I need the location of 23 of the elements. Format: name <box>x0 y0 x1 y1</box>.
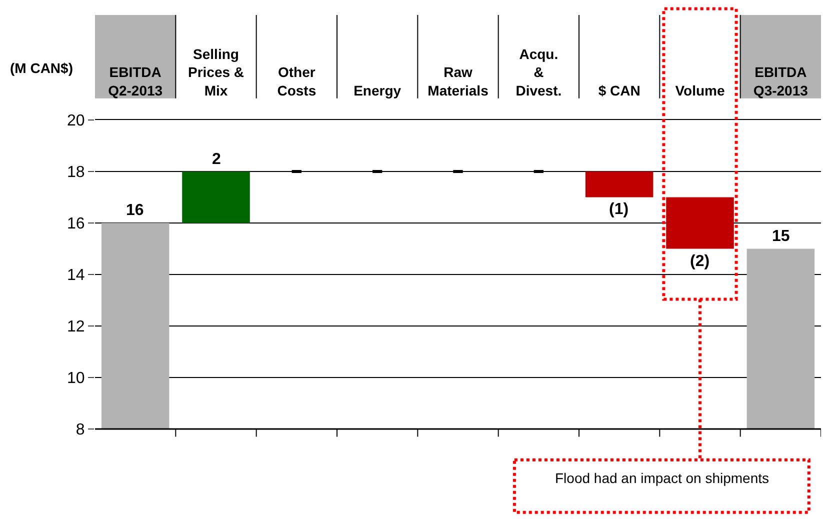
y-tick-label: 16 <box>67 216 85 233</box>
y-tick-label: 12 <box>67 318 85 336</box>
y-tick-label: 14 <box>67 267 85 284</box>
x-tick-label: Energy <box>354 82 402 98</box>
x-tick-label: Acqu. & Divest. <box>516 46 562 98</box>
x-tick-label: Raw Materials <box>428 64 489 98</box>
x-tick-label: Other Costs <box>277 64 316 98</box>
data-label: (2) <box>690 253 710 270</box>
data-label: 16 <box>126 202 144 219</box>
data-label: (1) <box>609 201 629 218</box>
text: Flood had an impact on shipments <box>555 470 770 486</box>
y-tick-label: 10 <box>67 370 85 388</box>
x-tick-label: Selling Prices & Mix <box>188 46 244 98</box>
y-tick-label: 18 <box>67 164 85 182</box>
data-label: 2 <box>212 151 221 168</box>
x-tick-label: EBITDA Q3-2013 <box>753 64 808 98</box>
y-axis-title: (M CAN$) <box>10 60 73 76</box>
y-tick-label: 20 <box>67 112 85 130</box>
x-tick-label: Volume <box>675 82 725 98</box>
data-label: 15 <box>772 228 790 245</box>
x-tick-label: $ CAN <box>598 82 640 98</box>
x-tick-label: EBITDA Q2-2013 <box>108 64 163 98</box>
y-tick-label: 8 <box>76 422 85 439</box>
